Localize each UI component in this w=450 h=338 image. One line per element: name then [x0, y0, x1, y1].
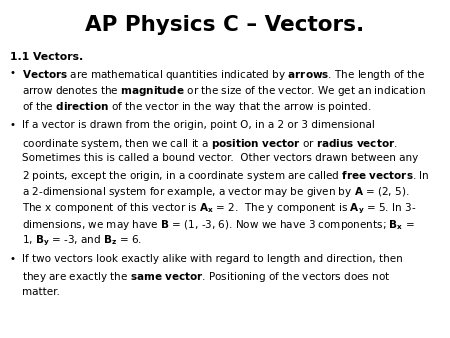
Text: coordinate system, then we call it a $\mathbf{position\ vector}$ or $\mathbf{rad: coordinate system, then we call it a $\m… — [22, 137, 397, 150]
Text: dimensions, we may have $\mathbf{B}$ = (1, -3, 6). Now we have 3 components; $\m: dimensions, we may have $\mathbf{B}$ = (… — [22, 218, 414, 232]
Text: of the $\mathbf{direction}$ of the vector in the way that the arrow is pointed.: of the $\mathbf{direction}$ of the vecto… — [22, 100, 371, 114]
Text: The x component of this vector is $\mathbf{A_x}$ = 2.  The y component is $\math: The x component of this vector is $\math… — [22, 201, 416, 216]
Text: If two vectors look exactly alike with regard to length and direction, then: If two vectors look exactly alike with r… — [22, 254, 402, 264]
Text: a 2-dimensional system for example, a vector may be given by $\mathbf{A}$ = (2, : a 2-dimensional system for example, a ve… — [22, 185, 409, 199]
Text: •: • — [10, 120, 16, 130]
Text: Sometimes this is called a bound vector.  Other vectors drawn between any: Sometimes this is called a bound vector.… — [22, 153, 418, 163]
Text: matter.: matter. — [22, 287, 59, 297]
Text: 1, $\mathbf{B_y}$ = -3, and $\mathbf{B_z}$ = 6.: 1, $\mathbf{B_y}$ = -3, and $\mathbf{B_z… — [22, 234, 142, 248]
Text: arrow denotes the $\mathbf{magnitude}$ or the size of the vector. We get an indi: arrow denotes the $\mathbf{magnitude}$ o… — [22, 84, 426, 98]
Text: AP Physics C – Vectors.: AP Physics C – Vectors. — [86, 15, 365, 35]
Text: 2 points, except the origin, in a coordinate system are called $\mathbf{free\ ve: 2 points, except the origin, in a coordi… — [22, 169, 429, 183]
Text: $\mathbf{Vectors}$ are mathematical quantities indicated by $\mathbf{arrows}$. T: $\mathbf{Vectors}$ are mathematical quan… — [22, 68, 425, 81]
Text: they are exactly the $\mathbf{same\ vector}$. Positioning of the vectors does no: they are exactly the $\mathbf{same\ vect… — [22, 270, 390, 284]
Text: •: • — [10, 254, 16, 264]
Text: 1.1 Vectors.: 1.1 Vectors. — [10, 52, 83, 63]
Text: •: • — [10, 68, 16, 78]
Text: If a vector is drawn from the origin, point O, in a 2 or 3 dimensional: If a vector is drawn from the origin, po… — [22, 120, 374, 130]
